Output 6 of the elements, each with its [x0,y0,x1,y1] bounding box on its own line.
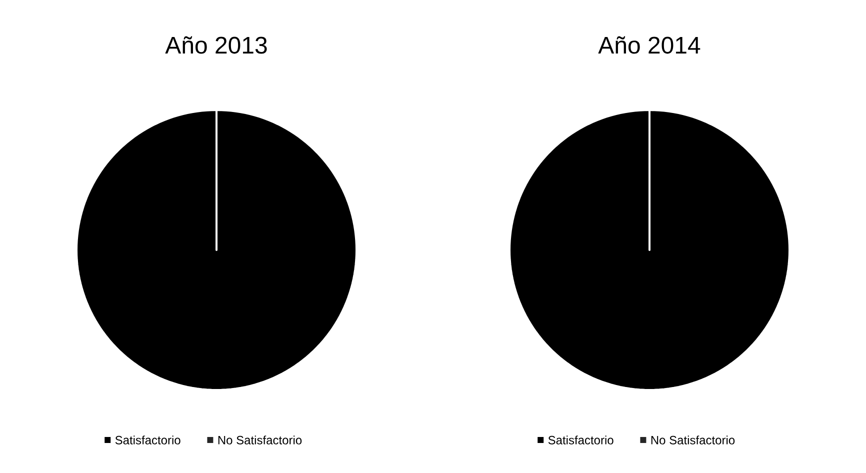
legend-label: No Satisfactorio [218,436,302,444]
legend-label: Satisfactorio [115,436,180,444]
chart-title: Año 2013 [165,36,267,54]
legend-label: Satisfactorio [548,436,614,444]
legend-label: No Satisfactorio [651,436,735,444]
chart-title: Año 2014 [598,36,700,54]
